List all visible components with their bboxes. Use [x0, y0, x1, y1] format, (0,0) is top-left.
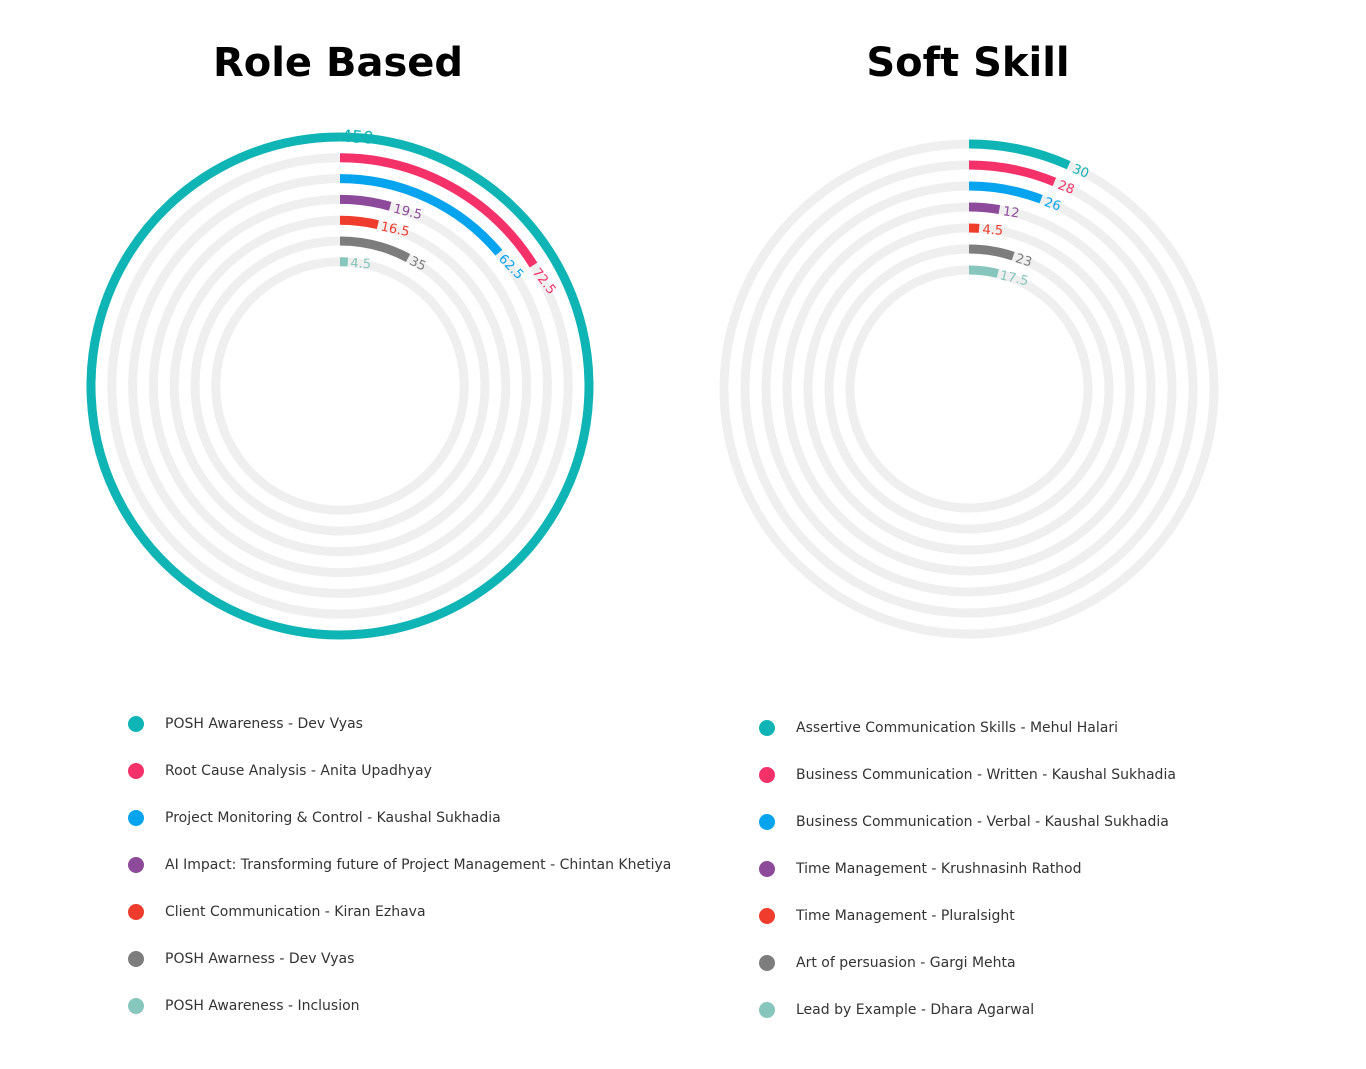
- ring-bar[interactable]: [968, 181, 1043, 204]
- legend-label: Client Communication - Kiran Ezhava: [165, 903, 426, 920]
- chart-title-soft-skill: Soft Skill: [866, 40, 1070, 86]
- ring-track: [148, 194, 532, 578]
- legend-item[interactable]: Root Cause Analysis - Anita Upadhyay: [128, 747, 671, 794]
- legend-label: Time Management - Pluralsight: [796, 907, 1015, 924]
- value-label: 30: [1070, 162, 1091, 182]
- ring-bar[interactable]: [339, 153, 538, 268]
- value-label: 26: [1042, 195, 1062, 215]
- legend-dot: [759, 954, 775, 971]
- soft-skill-legend: Assertive Communication Skills - Mehul H…: [759, 704, 1176, 1033]
- legend-label: Root Cause Analysis - Anita Upadhyay: [165, 762, 432, 779]
- legend-dot: [759, 907, 775, 924]
- legend-label: Business Communication - Written - Kaush…: [796, 766, 1176, 783]
- legend-label: POSH Awarness - Dev Vyas: [165, 950, 355, 967]
- legend-item[interactable]: POSH Awareness - Dev Vyas: [128, 700, 671, 747]
- legend-dot: [128, 856, 144, 873]
- legend-item[interactable]: Time Management - Pluralsight: [759, 892, 1176, 939]
- ring-track: [190, 236, 490, 536]
- legend-dot: [128, 950, 144, 967]
- legend-label: Project Monitoring & Control - Kaushal S…: [165, 809, 501, 826]
- ring-track: [719, 139, 1219, 639]
- legend-label: Art of persuasion - Gargi Mehta: [796, 954, 1016, 971]
- legend-label: Lead by Example - Dhara Agarwal: [796, 1001, 1035, 1018]
- legend-dot: [759, 719, 775, 736]
- legend-dot: [128, 715, 144, 732]
- legend-item[interactable]: Lead by Example - Dhara Agarwal: [759, 986, 1176, 1033]
- ring-track: [211, 257, 469, 515]
- value-label: 19.5: [392, 202, 424, 224]
- legend-label: POSH Awareness - Inclusion: [165, 997, 360, 1014]
- legend-item[interactable]: Business Communication - Written - Kaush…: [759, 751, 1176, 798]
- ring-track: [824, 244, 1114, 534]
- legend-item[interactable]: Art of persuasion - Gargi Mehta: [759, 939, 1176, 986]
- ring-bar[interactable]: [339, 215, 379, 229]
- value-label: 72.5: [529, 266, 559, 298]
- legend-dot: [128, 762, 144, 779]
- legend-item[interactable]: Time Management - Krushnasinh Rathod: [759, 845, 1176, 892]
- legend-dot: [759, 860, 775, 877]
- ring-bar[interactable]: [339, 194, 392, 211]
- legend-item[interactable]: Project Monitoring & Control - Kaushal S…: [128, 794, 671, 841]
- value-label: 16.5: [379, 220, 410, 241]
- legend-label: Assertive Communication Skills - Mehul H…: [796, 719, 1118, 736]
- value-label: 35: [407, 254, 428, 275]
- role-based-legend: POSH Awareness - Dev Vyas Root Cause Ana…: [128, 700, 671, 1029]
- legend-item[interactable]: POSH Awareness - Inclusion: [128, 982, 671, 1029]
- legend-dot: [759, 813, 775, 830]
- legend-item[interactable]: Assertive Communication Skills - Mehul H…: [759, 704, 1176, 751]
- value-label: 28: [1056, 178, 1077, 198]
- ring-track: [782, 202, 1156, 576]
- ring-bar[interactable]: [968, 244, 1015, 261]
- value-label: 450: [341, 126, 375, 148]
- ring-track: [845, 265, 1093, 513]
- legend-dot: [759, 1001, 775, 1018]
- value-label: 4.5: [982, 223, 1003, 239]
- legend-dot: [128, 997, 144, 1014]
- ring-bar[interactable]: [968, 202, 1001, 214]
- ring-bar[interactable]: [86, 132, 594, 640]
- ring-bar[interactable]: [339, 236, 411, 262]
- legend-dot: [128, 903, 144, 920]
- ring-bar[interactable]: [968, 160, 1057, 187]
- legend-label: POSH Awareness - Dev Vyas: [165, 715, 363, 732]
- legend-dot: [128, 809, 144, 826]
- value-label: 12: [1002, 204, 1021, 221]
- legend-label: Time Management - Krushnasinh Rathod: [796, 860, 1082, 877]
- legend-item[interactable]: POSH Awarness - Dev Vyas: [128, 935, 671, 982]
- ring-bar[interactable]: [339, 174, 503, 256]
- chart-title-role-based: Role Based: [212, 40, 464, 86]
- ring-track: [169, 215, 511, 557]
- ring-bar[interactable]: [968, 139, 1071, 170]
- legend-label: AI Impact: Transforming future of Projec…: [165, 856, 672, 873]
- legend-item[interactable]: Client Communication - Kiran Ezhava: [128, 888, 671, 935]
- value-label: 17.5: [998, 268, 1030, 289]
- value-label: 4.5: [350, 256, 371, 272]
- ring-track: [803, 223, 1135, 555]
- legend-item[interactable]: AI Impact: Transforming future of Projec…: [128, 841, 671, 888]
- legend-dot: [759, 766, 775, 783]
- value-label: 23: [1013, 251, 1033, 270]
- legend-label: Business Communication - Verbal - Kausha…: [796, 813, 1169, 830]
- ring-bar[interactable]: [968, 265, 999, 278]
- legend-item[interactable]: Business Communication - Verbal - Kausha…: [759, 798, 1176, 845]
